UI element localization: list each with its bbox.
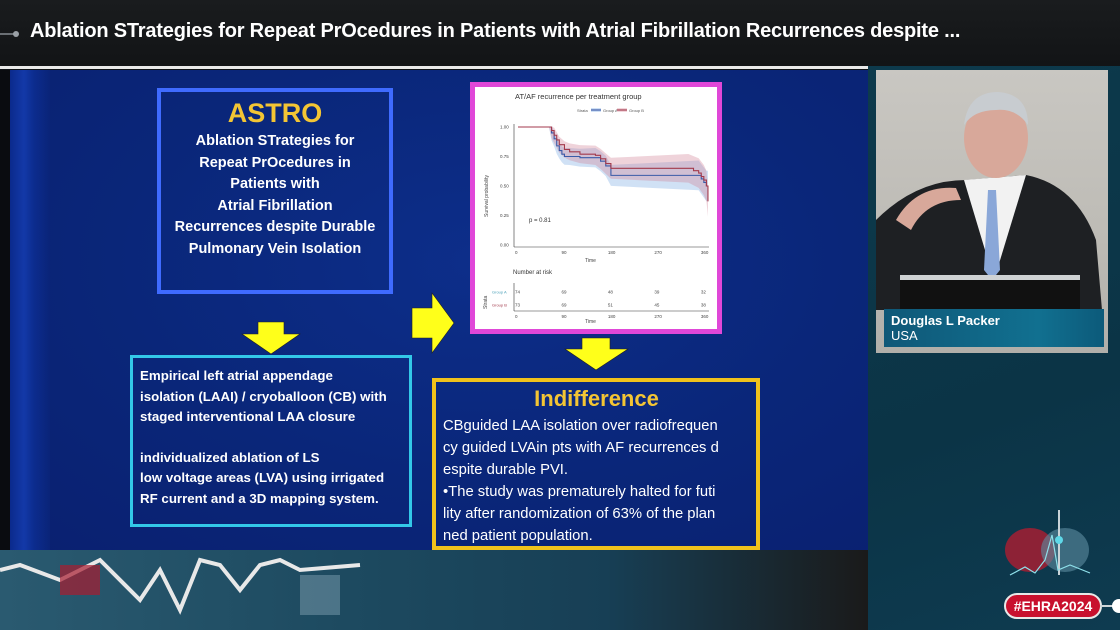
timeline-connector — [0, 33, 14, 35]
svg-text:0.00: 0.00 — [500, 243, 509, 248]
astro-line: Atrial Fibrillation — [217, 197, 333, 214]
astro-line: Repeat PrOcedures in — [199, 154, 351, 171]
svg-text:45: 45 — [654, 303, 660, 308]
risk-table-title: Number at risk — [513, 270, 553, 276]
svg-text:360: 360 — [701, 250, 709, 255]
slide-decorative-stripe — [10, 70, 50, 550]
ecg-wave-decoration — [0, 557, 361, 615]
svg-text:1.00: 1.00 — [500, 125, 509, 130]
p-value-annotation: p = 0.81 — [529, 218, 552, 224]
svg-text:38: 38 — [701, 303, 707, 308]
svg-text:Group A: Group A — [603, 108, 618, 113]
arrow-right-icon — [411, 292, 455, 354]
svg-text:90: 90 — [561, 314, 567, 319]
svg-text:Group B: Group B — [629, 108, 644, 113]
svg-text:69: 69 — [561, 290, 567, 295]
intervention-line: staged interventional LAA closure — [140, 409, 356, 424]
speaker-country: USA — [891, 328, 918, 343]
km-chart-panel: AT/AF recurrence per treatment group Str… — [470, 82, 722, 334]
result-line: lity after randomization of 63% of the p… — [443, 506, 716, 522]
svg-text:48: 48 — [608, 290, 614, 295]
result-line: CBguided LAA isolation over radiofrequen — [443, 418, 718, 434]
svg-text:Group A: Group A — [492, 290, 507, 295]
astro-line: Recurrences despite Durable — [174, 219, 376, 235]
risk-table: Group A 74 69 48 39 32 Group B 73 69 51 45 38 0 90 180… — [492, 283, 709, 319]
result-line: ned patient population. — [443, 528, 593, 544]
svg-text:270: 270 — [654, 250, 662, 255]
svg-text:90: 90 — [561, 250, 567, 255]
video-progress-bar[interactable] — [0, 66, 868, 69]
badge-dot-icon — [1112, 599, 1120, 613]
ehra-logo-art — [1005, 510, 1091, 576]
svg-text:Strata: Strata — [577, 108, 588, 113]
astro-line: Pulmonary Vein Isolation — [188, 240, 362, 257]
svg-text:0.75: 0.75 — [500, 154, 509, 159]
svg-text:73: 73 — [515, 303, 521, 308]
svg-text:360: 360 — [701, 314, 709, 319]
svg-text:39: 39 — [654, 290, 660, 295]
astro-heading: ASTRO — [227, 98, 323, 128]
svg-text:74: 74 — [515, 290, 521, 295]
chart-axes: 0.00 0.25 0.50 0.75 1.00 0 90 180 270 360 — [500, 124, 709, 255]
speaker-video: Douglas L Packer USA — [876, 70, 1108, 353]
svg-text:0: 0 — [515, 314, 518, 319]
intervention-line: isolation (LAAI) / cryoballoon (CB) with — [140, 388, 387, 404]
km-survival-chart: AT/AF recurrence per treatment group Str… — [483, 92, 709, 325]
chart-title: AT/AF recurrence per treatment group — [515, 92, 642, 101]
svg-text:0.25: 0.25 — [500, 213, 509, 218]
chart-legend: Strata Group A Group B — [577, 108, 644, 113]
svg-text:0.50: 0.50 — [500, 184, 509, 189]
result-box: Indifference CBguided LAA isolation over… — [432, 378, 760, 550]
left-edge — [0, 70, 10, 550]
svg-text:180: 180 — [608, 250, 616, 255]
intervention-line: RF current and a 3D mapping system. — [140, 490, 379, 506]
confidence-bands — [518, 127, 708, 217]
speaker-name-card: Douglas L Packer USA — [884, 309, 1104, 347]
intervention-line: Empirical left atrial appendage — [140, 368, 333, 383]
intervention-line: low voltage areas (LVA) using irrigated — [140, 470, 385, 485]
interventions-box: Empirical left atrial appendage isolatio… — [130, 355, 412, 527]
decorative-banner — [0, 550, 868, 630]
svg-text:51: 51 — [608, 303, 614, 308]
svg-text:180: 180 — [608, 314, 616, 319]
astro-title-box: ASTRO Ablation STrategies for Repeat PrO… — [157, 88, 393, 294]
ehra-hashtag-badge: #EHRA2024 — [1004, 593, 1102, 619]
svg-text:Group B: Group B — [492, 303, 507, 308]
arrow-down-icon — [241, 321, 301, 355]
svg-text:69: 69 — [561, 303, 567, 308]
result-line: espite durable PVI. — [443, 462, 569, 478]
astro-line: Ablation STrategies for — [195, 133, 355, 149]
svg-text:270: 270 — [654, 314, 662, 319]
strata-label: Strata — [483, 295, 489, 309]
svg-text:0: 0 — [515, 250, 518, 255]
speaker-name: Douglas L Packer — [891, 313, 1000, 328]
result-heading: Indifference — [534, 386, 659, 411]
svg-text:32: 32 — [701, 290, 707, 295]
astro-full-title: Ablation STrategies for Repeat PrOcedure… — [161, 131, 389, 260]
risk-x-axis-label: Time — [585, 319, 596, 325]
badge-connector — [1100, 605, 1114, 607]
intervention-line: individualized ablation of LS — [140, 449, 320, 465]
speaker-figure — [876, 92, 1102, 310]
video-title: Ablation STrategies for Repeat PrOcedure… — [30, 20, 961, 42]
y-axis-label: Survival probability — [484, 175, 490, 217]
arrow-down-icon — [564, 337, 630, 371]
result-line: cy guided LVAin pts with AF recurrences … — [443, 440, 719, 456]
video-title-bar: Ablation STrategies for Repeat PrOcedure… — [0, 0, 1120, 66]
timeline-dot-icon — [13, 31, 19, 37]
astro-line: Patients with — [230, 176, 320, 192]
result-line: •The study was prematurely halted for fu… — [443, 484, 716, 500]
x-axis-label: Time — [585, 258, 596, 264]
survival-curves — [518, 126, 709, 202]
